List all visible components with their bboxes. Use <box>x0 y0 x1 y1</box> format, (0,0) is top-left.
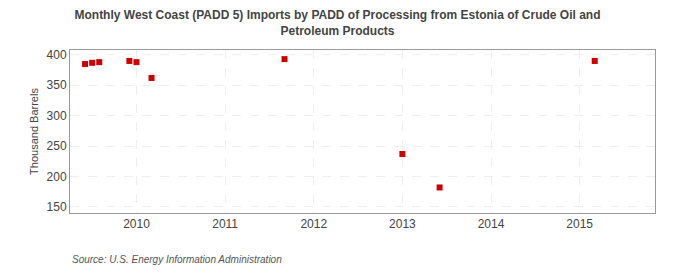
svg-text:300: 300 <box>47 109 67 123</box>
svg-text:350: 350 <box>47 78 67 92</box>
svg-text:2011: 2011 <box>212 217 238 231</box>
svg-text:2014: 2014 <box>478 217 505 231</box>
svg-text:200: 200 <box>47 170 67 184</box>
svg-text:2012: 2012 <box>300 217 327 231</box>
svg-text:Thousand Barrels: Thousand Barrels <box>28 88 40 175</box>
svg-text:2010: 2010 <box>123 217 150 231</box>
svg-text:2013: 2013 <box>389 217 416 231</box>
svg-text:150: 150 <box>47 200 67 214</box>
svg-text:2015: 2015 <box>566 217 593 231</box>
svg-text:Source: U.S. Energy Informatio: Source: U.S. Energy Information Administ… <box>72 254 282 265</box>
svg-text:400: 400 <box>47 48 67 62</box>
svg-text:250: 250 <box>47 139 67 153</box>
svg-text:Monthly West Coast (PADD 5) Im: Monthly West Coast (PADD 5) Imports by P… <box>74 8 600 38</box>
